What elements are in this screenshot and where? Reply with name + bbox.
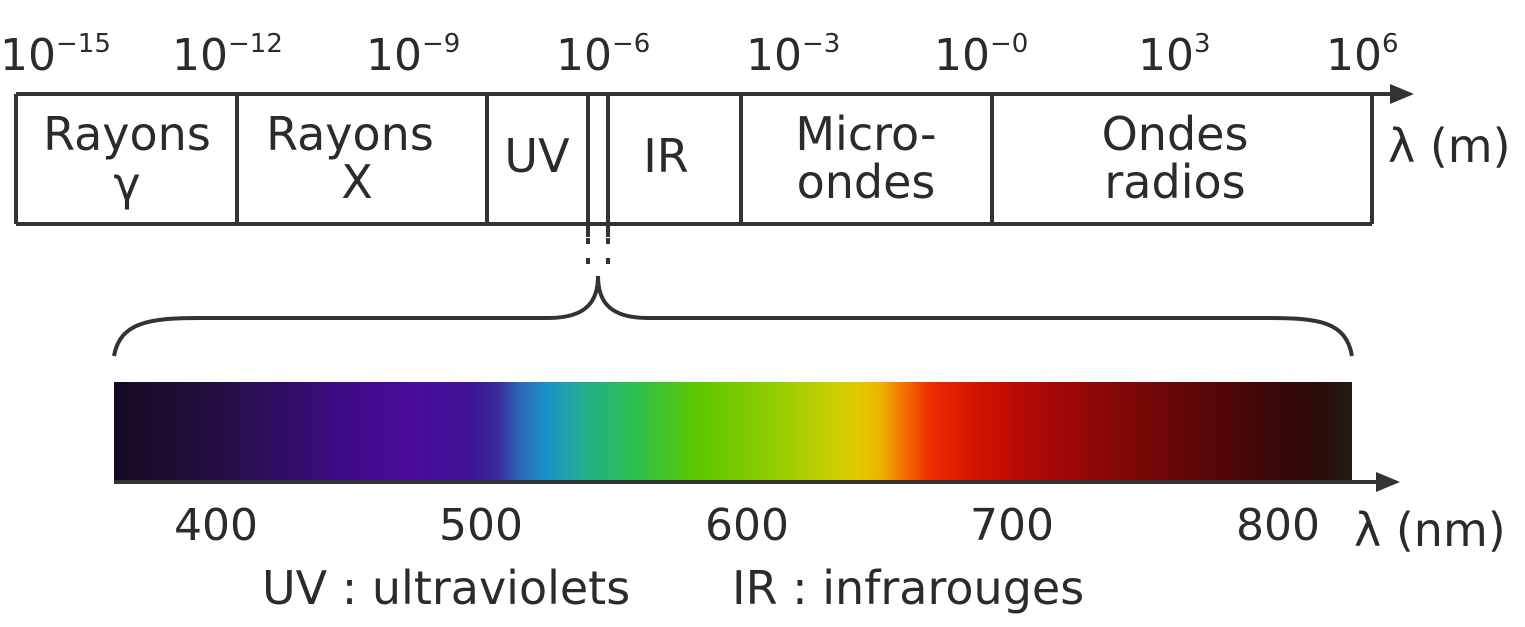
top-axis-unit: λ (m) — [1388, 119, 1511, 173]
top-tick-label: 10−6 — [556, 29, 650, 81]
band-boxes — [14, 94, 1374, 237]
legend-uv: UV : ultraviolets — [262, 561, 630, 615]
band-radio-line2: radios — [1104, 155, 1245, 209]
top-tick-label: 103 — [1138, 29, 1211, 81]
band-labels: Rayons γ Rayons X UV IR Micro- ondes Ond… — [43, 107, 1248, 211]
band-radio-line1: Ondes — [1102, 107, 1249, 161]
band-gamma-line1: Rayons — [43, 107, 211, 161]
visible-spectrum-bar — [114, 382, 1352, 482]
band-xray-line2: X — [341, 155, 373, 209]
bottom-axis-unit: λ (nm) — [1354, 503, 1506, 557]
band-uv: UV — [504, 129, 570, 183]
top-tick-label: 10−0 — [934, 29, 1028, 81]
arrowhead-icon — [1390, 84, 1414, 104]
nm-tick-label: 500 — [439, 500, 523, 551]
abbreviation-legend: UV : ultraviolets IR : infrarouges — [262, 561, 1084, 615]
top-tick-label: 106 — [1326, 29, 1399, 81]
curly-brace — [112, 275, 1354, 357]
top-tick-label: 10−9 — [366, 29, 460, 81]
nm-tick-label: 800 — [1236, 500, 1320, 551]
band-ir: IR — [643, 129, 689, 183]
top-tick-label: 10−12 — [172, 29, 283, 81]
top-tick-label: 10−3 — [746, 29, 840, 81]
band-gamma-line2: γ — [113, 157, 140, 211]
top-scale-ticks: 10−15 10−12 10−9 10−6 10−3 10−0 103 106 — [0, 29, 1399, 81]
band-xray-line1: Rayons — [266, 107, 434, 161]
band-micro-line2: ondes — [797, 155, 936, 209]
nm-tick-label: 700 — [970, 500, 1054, 551]
bottom-axis-arrow — [114, 472, 1400, 492]
top-tick-label: 10−15 — [0, 29, 111, 81]
visible-window-connector — [586, 238, 610, 278]
legend-ir: IR : infrarouges — [732, 561, 1084, 615]
nm-tick-label: 400 — [174, 500, 258, 551]
arrowhead-icon — [1376, 472, 1400, 492]
band-micro-line1: Micro- — [795, 107, 936, 161]
top-axis-arrow — [16, 84, 1414, 104]
bottom-scale-ticks: 400 500 600 700 800 — [174, 500, 1320, 551]
nm-tick-label: 600 — [705, 500, 789, 551]
